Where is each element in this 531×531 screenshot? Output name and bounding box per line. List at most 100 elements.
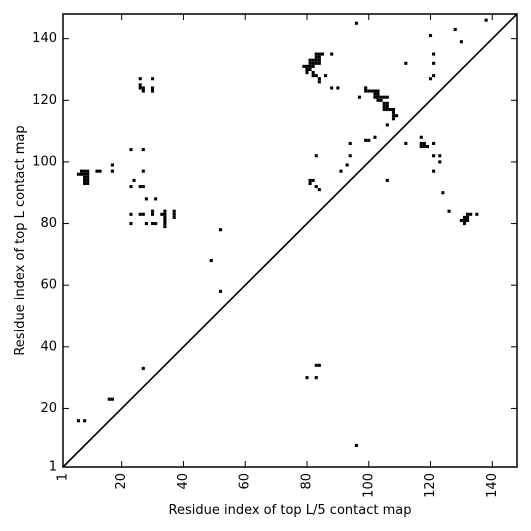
contact-point — [370, 89, 374, 93]
x-tick-label: 40 — [176, 473, 191, 490]
x-tick-label: 20 — [114, 473, 129, 490]
y-tick-label: 1 — [49, 460, 57, 475]
contact-point — [382, 104, 386, 108]
contact-point — [160, 212, 164, 216]
contact-point — [314, 185, 318, 189]
contact-point — [311, 71, 315, 75]
contact-point — [172, 212, 176, 216]
contact-point — [459, 40, 463, 44]
contact-point — [308, 181, 312, 186]
contact-point — [323, 74, 328, 78]
contact-point — [466, 212, 470, 216]
contact-point — [314, 58, 318, 62]
contact-point — [376, 92, 380, 96]
contact-point — [330, 86, 334, 90]
contact-point — [438, 154, 442, 158]
y-axis-label: Residue index of top L contact map — [13, 125, 28, 355]
contact-point — [462, 215, 467, 219]
contact-point — [311, 61, 315, 65]
contact-point — [129, 212, 133, 216]
contact-point — [428, 77, 433, 81]
contact-point — [317, 55, 321, 59]
contact-point — [379, 95, 383, 99]
contact-point — [466, 215, 470, 219]
contact-point — [141, 169, 145, 173]
contact-point — [385, 178, 389, 182]
y-tick-label: 40 — [40, 339, 57, 354]
contact-point — [151, 86, 155, 90]
contact-point — [438, 160, 442, 164]
contact-point — [95, 169, 99, 173]
contact-point — [163, 218, 167, 223]
contact-point — [447, 209, 451, 213]
x-tick-label: 120 — [423, 473, 438, 498]
contact-point — [141, 86, 145, 90]
contact-point — [311, 58, 315, 62]
data-points — [76, 18, 488, 447]
contact-point — [83, 169, 87, 173]
contact-point — [163, 222, 167, 226]
contact-point — [110, 163, 114, 167]
contact-point — [382, 95, 386, 99]
contact-point — [314, 61, 318, 65]
y-tick-label: 80 — [40, 216, 57, 231]
contact-point — [172, 209, 176, 213]
contact-point — [404, 141, 408, 145]
contact-point — [308, 58, 312, 62]
contact-point — [432, 141, 436, 145]
contact-point — [385, 104, 389, 108]
plot-frame — [62, 13, 518, 468]
contact-point — [151, 209, 155, 213]
contact-point — [138, 86, 142, 90]
contact-point — [373, 95, 377, 99]
contact-point — [357, 95, 362, 99]
contact-point — [314, 154, 318, 158]
contact-point — [83, 419, 87, 423]
contact-point — [379, 98, 383, 102]
contact-point — [218, 289, 223, 293]
contact-point — [151, 222, 155, 226]
contact-point — [345, 163, 349, 167]
contact-point — [76, 419, 80, 423]
x-tick-label: 80 — [299, 473, 314, 490]
contact-point — [110, 397, 114, 401]
contact-point — [385, 123, 389, 127]
contact-point — [422, 144, 426, 149]
contact-point — [141, 366, 145, 370]
contact-point — [163, 212, 167, 216]
contact-point — [151, 77, 155, 81]
contact-point — [364, 89, 368, 93]
contact-point — [391, 117, 396, 121]
contact-point — [83, 178, 87, 182]
contact-point — [305, 67, 309, 72]
x-axis-label: Residue index of top L/5 contact map — [169, 503, 412, 518]
contact-point — [317, 77, 321, 81]
y-tick-label: 20 — [40, 401, 57, 416]
y-tick-label: 140 — [32, 31, 57, 46]
contact-point — [354, 443, 358, 447]
contact-point — [141, 148, 145, 152]
contact-point — [348, 141, 352, 145]
contact-point — [462, 218, 467, 223]
contact-point — [419, 144, 423, 149]
contact-point — [311, 178, 315, 182]
contact-point — [364, 138, 368, 142]
contact-point — [432, 154, 436, 158]
contact-point — [376, 95, 380, 99]
contact-point — [422, 141, 426, 145]
contact-point — [391, 111, 396, 115]
contact-point — [163, 225, 167, 229]
contact-point — [141, 212, 145, 216]
contact-point — [317, 52, 321, 56]
contact-point — [391, 107, 396, 112]
contact-point — [432, 61, 436, 65]
contact-point — [86, 181, 90, 186]
contact-point — [339, 169, 343, 173]
diagonal-line — [62, 13, 518, 468]
contact-point — [311, 74, 315, 78]
contact-point — [432, 169, 436, 173]
x-tick-label: 100 — [361, 473, 376, 498]
contact-point — [98, 169, 102, 173]
contact-point — [141, 89, 145, 93]
